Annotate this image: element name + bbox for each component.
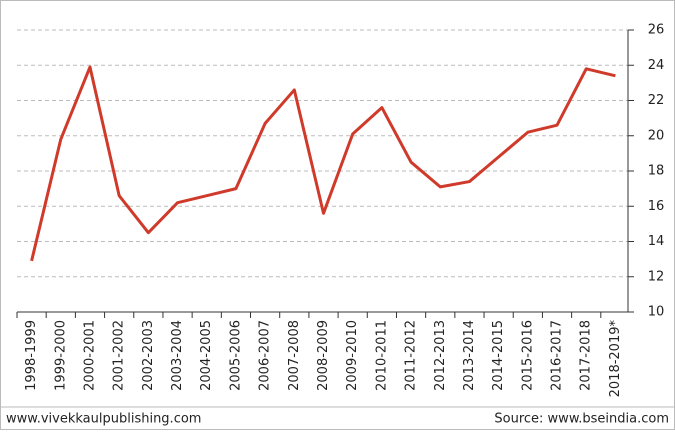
x-tick-label: 2002-2003: [141, 320, 156, 391]
x-tick-label: 2015-2016: [520, 320, 535, 391]
x-tick-label: 2003-2004: [170, 320, 185, 391]
x-tick-label: 2012-2013: [433, 320, 448, 391]
x-tick-label: 2008-2009: [316, 320, 331, 391]
x-tick-label: 2016-2017: [550, 320, 565, 391]
x-tick-label: 2006-2007: [258, 320, 273, 391]
x-tick-label: 2011-2012: [404, 320, 419, 391]
data-line: [30, 65, 616, 262]
x-tick-label: 2004-2005: [199, 320, 214, 391]
x-tick-label: 2018-2019*: [608, 320, 623, 398]
x-tick-label: 2017-2018: [579, 320, 594, 391]
y-tick-label: 10: [648, 305, 665, 320]
x-tick-label: 2009-2010: [345, 320, 360, 391]
y-tick-label: 22: [648, 93, 665, 108]
x-tick-label: 2014-2015: [491, 320, 506, 391]
y-tick-label: 14: [648, 234, 665, 249]
y-tick-label: 18: [648, 164, 665, 179]
y-tick-label: 26: [648, 23, 665, 38]
footer-left: www.vivekkaulpublishing.com: [6, 412, 201, 427]
x-tick-label: 2005-2006: [228, 320, 243, 391]
y-tick-label: 24: [648, 58, 665, 73]
footer-right: Source: www.bseindia.com: [494, 412, 669, 427]
x-tick-label: 2000-2001: [82, 320, 97, 391]
x-tick-label: 2001-2002: [112, 320, 127, 391]
y-tick-label: 20: [648, 128, 665, 143]
x-tick-label: 1998-1999: [24, 320, 39, 391]
x-tick-label: 1999-2000: [53, 320, 68, 391]
y-tick-label: 12: [648, 269, 665, 284]
x-tick-label: 2013-2014: [462, 320, 477, 391]
x-tick-label: 2007-2008: [287, 320, 302, 391]
x-tick-label: 2010-2011: [374, 320, 389, 391]
y-tick-label: 16: [648, 199, 665, 214]
